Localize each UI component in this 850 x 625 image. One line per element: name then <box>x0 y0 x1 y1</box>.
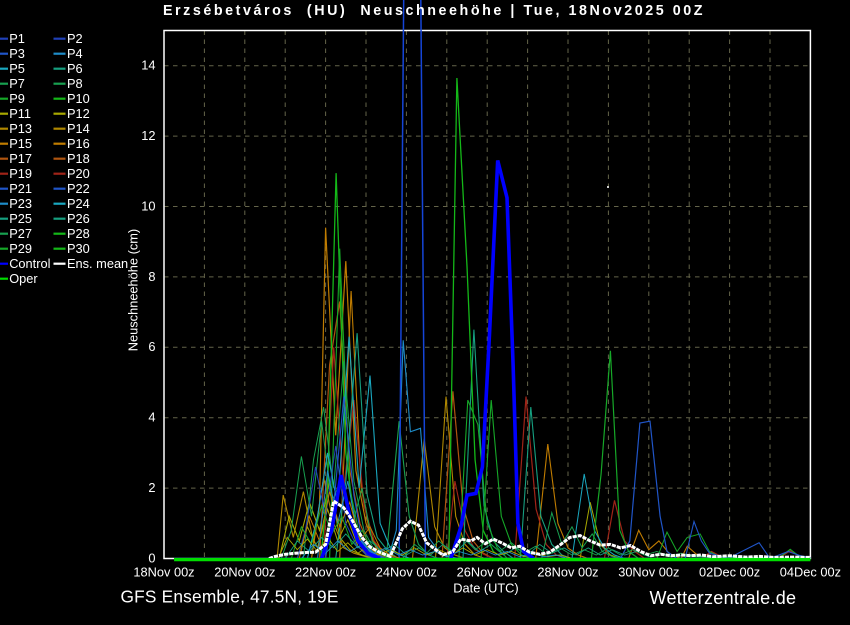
svg-text:12: 12 <box>141 128 155 143</box>
svg-text:2: 2 <box>148 480 155 495</box>
svg-text:P21: P21 <box>9 181 32 196</box>
svg-text:8: 8 <box>148 269 155 284</box>
svg-text:GFS Ensemble, 47.5N, 19E: GFS Ensemble, 47.5N, 19E <box>121 587 339 607</box>
svg-text:P12: P12 <box>67 106 90 121</box>
svg-text:Wetterzentrale.de: Wetterzentrale.de <box>650 588 797 608</box>
svg-text:P23: P23 <box>9 196 32 211</box>
svg-text:30Nov 00z: 30Nov 00z <box>618 565 679 580</box>
svg-text:P9: P9 <box>9 91 25 106</box>
svg-text:Oper: Oper <box>9 271 38 286</box>
svg-text:Ens. mean: Ens. mean <box>67 256 128 271</box>
svg-text:28Nov 00z: 28Nov 00z <box>537 565 598 580</box>
svg-text:P17: P17 <box>9 151 32 166</box>
svg-text:6: 6 <box>148 339 155 354</box>
svg-text:P29: P29 <box>9 241 32 256</box>
svg-text:P6: P6 <box>67 61 83 76</box>
svg-text:P10: P10 <box>67 91 90 106</box>
svg-text:02Dec 00z: 02Dec 00z <box>699 565 760 580</box>
svg-text:4: 4 <box>148 410 155 425</box>
svg-text:P1: P1 <box>9 31 25 46</box>
svg-text:P18: P18 <box>67 151 90 166</box>
svg-text:Neuschneehöhe (cm): Neuschneehöhe (cm) <box>126 229 141 351</box>
svg-text:P5: P5 <box>9 61 25 76</box>
svg-text:P26: P26 <box>67 211 90 226</box>
svg-text:04Dec 00z: 04Dec 00z <box>780 565 841 580</box>
svg-text:14: 14 <box>141 58 155 73</box>
svg-text:P22: P22 <box>67 181 90 196</box>
svg-text:P30: P30 <box>67 241 90 256</box>
svg-text:10: 10 <box>141 198 155 213</box>
svg-text:26Nov 00z: 26Nov 00z <box>457 565 518 580</box>
svg-text:24Nov 00z: 24Nov 00z <box>376 565 437 580</box>
svg-text:Date (UTC): Date (UTC) <box>453 581 518 596</box>
svg-text:P15: P15 <box>9 136 32 151</box>
svg-text:P2: P2 <box>67 31 83 46</box>
svg-text:P24: P24 <box>67 196 90 211</box>
svg-text:Erzsébetváros (HU) Neuschnee: Erzsébetváros (HU) Neuschneehöhe | Tue, … <box>163 3 705 19</box>
svg-text:Control: Control <box>9 256 50 271</box>
svg-text:20Nov 00z: 20Nov 00z <box>214 565 275 580</box>
svg-text:P27: P27 <box>9 226 32 241</box>
svg-text:P13: P13 <box>9 121 32 136</box>
svg-text:P20: P20 <box>67 166 90 181</box>
svg-text:P8: P8 <box>67 76 83 91</box>
svg-text:P11: P11 <box>9 106 31 121</box>
svg-text:P7: P7 <box>9 76 25 91</box>
svg-text:P28: P28 <box>67 226 90 241</box>
svg-text:P14: P14 <box>67 121 90 136</box>
svg-text:18Nov 00z: 18Nov 00z <box>133 565 194 580</box>
svg-text:P25: P25 <box>9 211 32 226</box>
svg-text:P19: P19 <box>9 166 32 181</box>
svg-text:P16: P16 <box>67 136 90 151</box>
svg-text:P3: P3 <box>9 46 25 61</box>
svg-text:0: 0 <box>148 550 155 565</box>
svg-text:P4: P4 <box>67 46 83 61</box>
svg-text:22Nov 00z: 22Nov 00z <box>295 565 356 580</box>
